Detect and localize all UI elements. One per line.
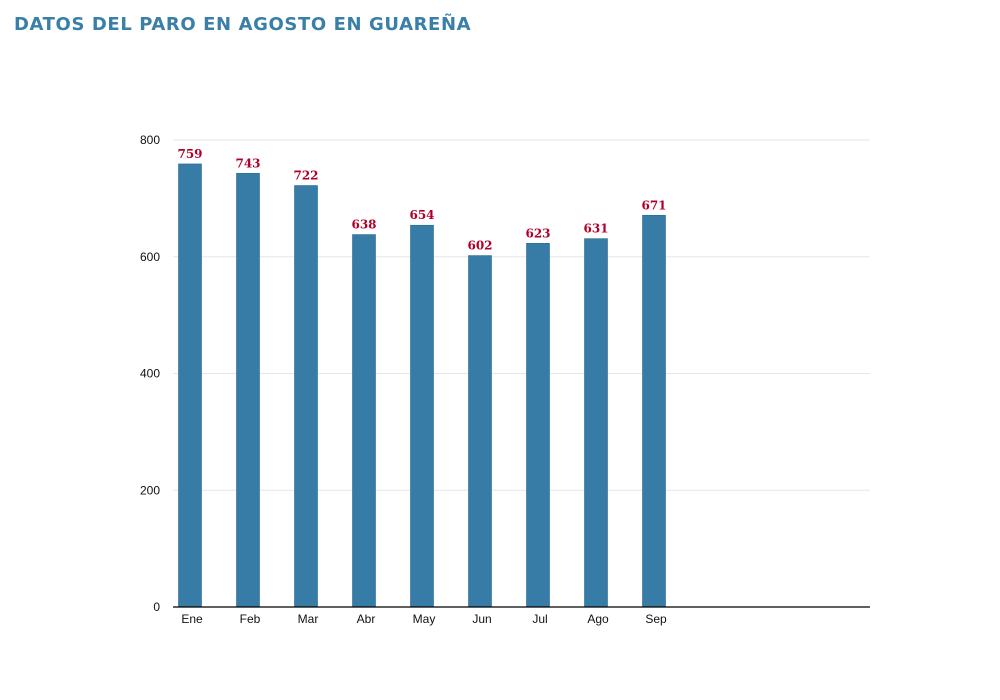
bar-may bbox=[410, 224, 434, 608]
data-label: 722 bbox=[293, 169, 318, 183]
y-tick-label: 600 bbox=[140, 250, 160, 264]
bar-jul bbox=[526, 243, 550, 608]
bar-ene bbox=[178, 163, 202, 608]
x-tick-label: Sep bbox=[645, 612, 667, 626]
gridlines bbox=[173, 139, 870, 491]
x-tick-label: Jul bbox=[532, 612, 547, 626]
y-tick-label: 800 bbox=[140, 133, 160, 147]
data-labels: 759 743 722 638 654 602 623 631 671 bbox=[177, 147, 666, 253]
x-tick-label: Abr bbox=[357, 612, 376, 626]
x-tick-label: Ago bbox=[587, 612, 609, 626]
y-tick-label: 0 bbox=[153, 600, 160, 614]
page-title: DATOS DEL PARO EN AGOSTO EN GUAREÑA bbox=[14, 14, 472, 35]
data-label: 631 bbox=[583, 222, 608, 236]
bar-feb bbox=[236, 172, 260, 608]
y-tick-label: 200 bbox=[140, 483, 160, 497]
x-axis-ticks: Ene Feb Mar Abr May Jun Jul Ago Sep bbox=[181, 612, 667, 626]
bar-abr bbox=[352, 234, 376, 608]
data-label: 671 bbox=[641, 198, 666, 212]
x-tick-label: May bbox=[413, 612, 436, 626]
bar-ago bbox=[584, 238, 608, 608]
y-tick-label: 400 bbox=[140, 367, 160, 381]
data-label: 623 bbox=[525, 226, 550, 240]
y-axis-ticks: 0 200 400 600 800 bbox=[140, 133, 160, 614]
data-label: 743 bbox=[235, 156, 260, 170]
bar-jun bbox=[468, 255, 492, 608]
x-tick-label: Feb bbox=[240, 612, 261, 626]
x-tick-label: Jun bbox=[472, 612, 491, 626]
bars bbox=[178, 163, 666, 608]
data-label: 654 bbox=[409, 208, 434, 222]
data-label: 638 bbox=[351, 218, 376, 232]
x-tick-label: Mar bbox=[298, 612, 319, 626]
bar-mar bbox=[294, 185, 318, 608]
data-label: 759 bbox=[177, 147, 202, 161]
bar-sep bbox=[642, 215, 666, 608]
x-tick-label: Ene bbox=[181, 612, 203, 626]
data-label: 602 bbox=[467, 239, 492, 253]
